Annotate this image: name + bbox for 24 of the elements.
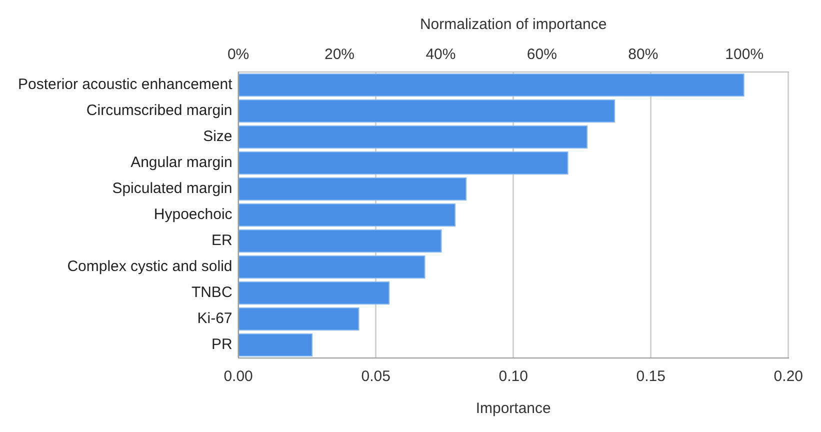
y-tick-label: Size [203, 128, 232, 146]
x2-tick-label: 40% [426, 46, 456, 64]
x-tick-label: 0.20 [774, 368, 804, 386]
y-tick-label: Posterior acoustic enhancement [18, 76, 234, 94]
x2-tick-label: 20% [324, 46, 355, 64]
y-tick-label: Angular margin [130, 154, 232, 172]
y-tick-label: Circumscribed margin [86, 102, 232, 120]
y-tick-label: PR [211, 336, 232, 354]
x-tick-label: 0.00 [224, 368, 253, 386]
x2-axis-title: Normalization of importance [420, 16, 607, 34]
x-tick-label: 0.10 [498, 368, 528, 386]
y-tick-label: Ki-67 [197, 310, 232, 328]
x2-tick-label: 100% [725, 46, 764, 64]
x2-tick-label: 0% [227, 46, 250, 64]
y-tick-label: ER [211, 232, 232, 250]
y-tick-label: Complex cystic and solid [67, 258, 232, 276]
x2-tick-label: 80% [628, 46, 658, 64]
x-axis-title: Importance [476, 400, 551, 418]
y-tick-label: Hypoechoic [154, 206, 233, 224]
x-tick-label: 0.05 [361, 368, 390, 386]
x-tick-label: 0.15 [636, 368, 666, 386]
y-tick-label: TNBC [191, 284, 232, 302]
y-tick-label: Spiculated margin [112, 180, 232, 198]
x2-tick-label: 60% [526, 46, 557, 64]
